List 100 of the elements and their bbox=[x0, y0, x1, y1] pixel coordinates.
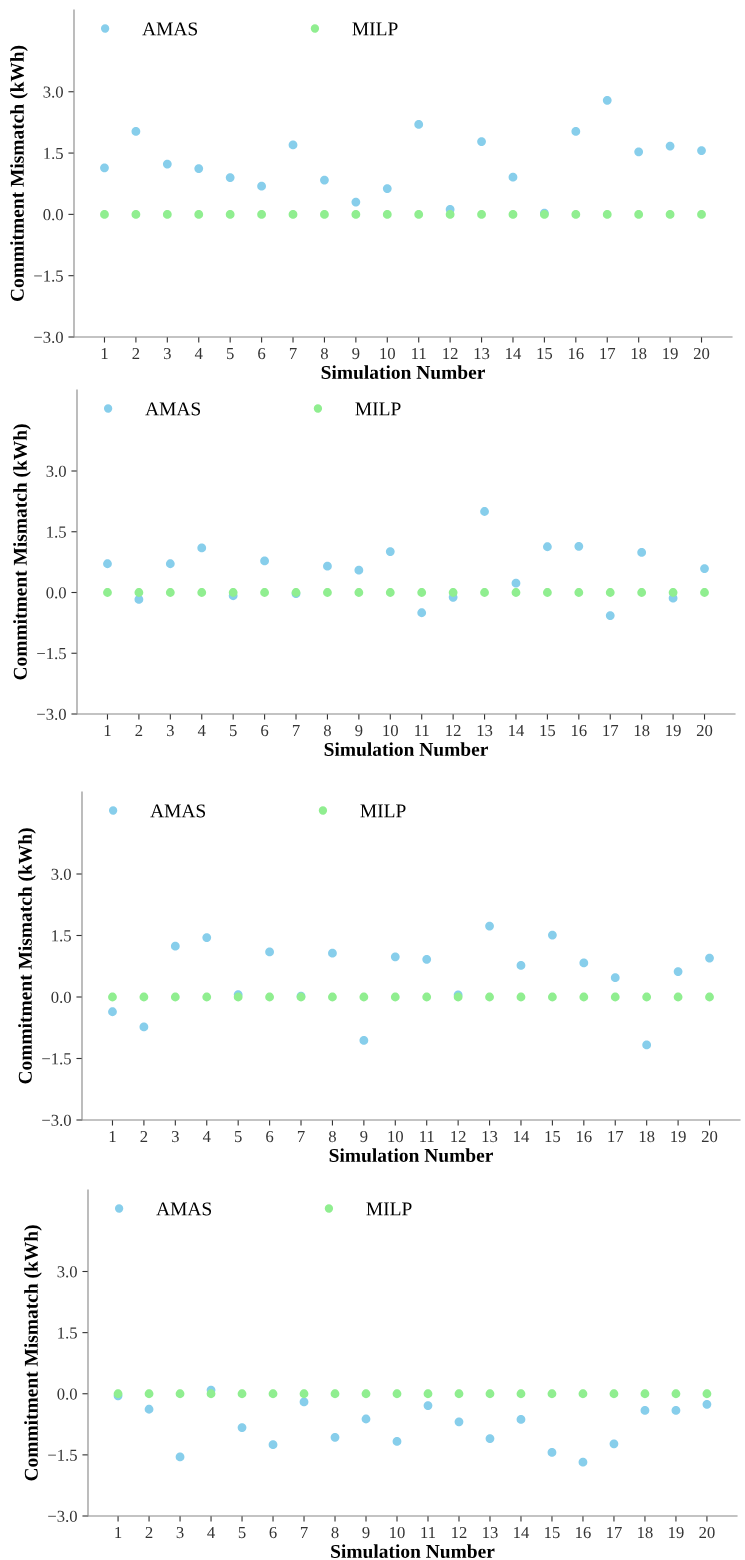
x-tick-label: 16 bbox=[576, 1130, 592, 1143]
x-tick-label: 11 bbox=[420, 1130, 434, 1142]
x-tick-label: 19 bbox=[671, 1130, 686, 1143]
x-tick-label: 14 bbox=[506, 347, 522, 359]
x-tick-label: 19 bbox=[663, 347, 678, 360]
x-tick-label: 14 bbox=[509, 724, 525, 736]
x-tick-label: 1 bbox=[115, 1526, 122, 1538]
y-tick-label: 1.5 bbox=[47, 526, 66, 538]
x-tick-label: 18 bbox=[638, 1526, 653, 1539]
y-tick-label: −3.0 bbox=[42, 1114, 71, 1127]
x-tick-label: 15 bbox=[545, 1130, 561, 1143]
x-tick-label: 6 bbox=[266, 1130, 274, 1143]
x-tick-label: 13 bbox=[474, 347, 490, 360]
legend-label: MILP bbox=[360, 804, 406, 818]
x-tick-label: 5 bbox=[229, 725, 237, 737]
x-tick-label: 20 bbox=[696, 724, 713, 737]
legend-label: MILP bbox=[366, 1202, 412, 1216]
y-axis-title: Commitment Mismatch (kWh) bbox=[18, 828, 36, 1084]
x-tick-label: 11 bbox=[421, 1526, 436, 1538]
x-tick-label: 13 bbox=[482, 1130, 498, 1143]
x-tick-label: 5 bbox=[234, 1131, 242, 1143]
x-tick-label: 17 bbox=[607, 1526, 622, 1538]
x-tick-label: 8 bbox=[323, 724, 331, 737]
x-tick-label: 7 bbox=[297, 1131, 305, 1142]
y-tick-label: 0.0 bbox=[43, 209, 63, 221]
x-tick-label: 1 bbox=[109, 1130, 116, 1142]
x-tick-label: 8 bbox=[328, 1130, 336, 1143]
y-tick-label: −1.5 bbox=[42, 1053, 71, 1065]
x-tick-label: 2 bbox=[140, 1130, 148, 1142]
legend-label: AMAS bbox=[142, 22, 198, 36]
x-tick-label: 20 bbox=[701, 1130, 718, 1143]
x-tick-label: 2 bbox=[132, 347, 140, 359]
y-tick-label: −3.0 bbox=[34, 331, 63, 344]
y-tick-label: 3.0 bbox=[51, 868, 71, 881]
legend-label: MILP bbox=[352, 22, 398, 36]
x-tick-label: 10 bbox=[380, 347, 395, 360]
y-tick-label: −1.5 bbox=[34, 270, 63, 282]
x-tick-label: 6 bbox=[269, 1526, 277, 1539]
x-tick-label: 7 bbox=[300, 1527, 308, 1538]
x-tick-label: 17 bbox=[608, 1130, 624, 1142]
x-tick-label: 14 bbox=[514, 1526, 530, 1538]
y-axis-title: Commitment Mismatch (kWh) bbox=[24, 1225, 42, 1481]
y-tick-label: 1.5 bbox=[58, 1327, 77, 1339]
x-tick-label: 10 bbox=[383, 724, 398, 737]
x-tick-label: 9 bbox=[352, 347, 360, 360]
x-tick-label: 18 bbox=[631, 347, 647, 360]
x-tick-label: 14 bbox=[514, 1130, 530, 1142]
x-axis-title: Simulation Number bbox=[331, 1544, 495, 1559]
x-tick-label: 18 bbox=[634, 724, 650, 737]
x-tick-label: 2 bbox=[135, 724, 143, 736]
y-axis-title: Commitment Mismatch (kWh) bbox=[13, 424, 31, 680]
x-tick-label: 3 bbox=[171, 1130, 179, 1143]
x-tick-label: 13 bbox=[483, 1526, 498, 1539]
y-tick-label: 0.0 bbox=[51, 991, 71, 1004]
y-tick-label: 1.5 bbox=[44, 147, 63, 160]
x-tick-label: 5 bbox=[226, 348, 234, 360]
y-tick-label: −3.0 bbox=[37, 708, 66, 721]
x-tick-label: 20 bbox=[693, 347, 710, 360]
x-tick-label: 17 bbox=[603, 724, 619, 736]
x-tick-label: 1 bbox=[101, 347, 108, 359]
x-axis-title: Simulation Number bbox=[321, 365, 485, 380]
y-tick-label: 1.5 bbox=[52, 930, 71, 942]
x-tick-label: 12 bbox=[443, 347, 458, 359]
y-tick-label: −1.5 bbox=[37, 648, 66, 660]
x-tick-label: 9 bbox=[355, 724, 363, 737]
x-tick-label: 9 bbox=[362, 1526, 370, 1539]
legend-label: AMAS bbox=[145, 402, 201, 416]
x-tick-label: 4 bbox=[202, 1131, 211, 1142]
legend-label: AMAS bbox=[150, 804, 206, 818]
y-tick-label: 0.0 bbox=[57, 1388, 77, 1400]
y-tick-label: 3.0 bbox=[46, 465, 66, 478]
x-tick-label: 19 bbox=[666, 724, 681, 737]
x-tick-label: 11 bbox=[412, 347, 426, 359]
x-axis-title: Simulation Number bbox=[324, 742, 488, 757]
y-axis-title: Commitment Mismatch (kWh) bbox=[10, 45, 28, 302]
x-tick-label: 11 bbox=[415, 724, 429, 736]
x-tick-label: 15 bbox=[545, 1526, 560, 1539]
x-tick-label: 16 bbox=[571, 724, 587, 737]
x-axis-title: Simulation Number bbox=[329, 1148, 493, 1163]
x-tick-label: 3 bbox=[166, 724, 174, 737]
x-tick-label: 8 bbox=[331, 1526, 339, 1539]
y-tick-label: 3.0 bbox=[43, 86, 63, 98]
x-tick-label: 15 bbox=[537, 347, 553, 360]
x-tick-label: 15 bbox=[540, 724, 556, 737]
x-tick-label: 6 bbox=[258, 347, 266, 360]
y-tick-label: 0.0 bbox=[46, 587, 66, 599]
x-tick-label: 3 bbox=[163, 347, 171, 360]
x-tick-label: 5 bbox=[238, 1527, 246, 1539]
x-tick-label: 19 bbox=[669, 1526, 684, 1539]
x-tick-label: 6 bbox=[261, 724, 269, 737]
x-tick-label: 10 bbox=[388, 1130, 403, 1143]
x-tick-label: 4 bbox=[197, 725, 206, 736]
x-tick-label: 16 bbox=[568, 347, 584, 360]
x-tick-label: 2 bbox=[145, 1526, 153, 1538]
x-tick-label: 12 bbox=[451, 1130, 466, 1142]
x-tick-label: 20 bbox=[699, 1526, 715, 1539]
x-tick-label: 12 bbox=[452, 1526, 467, 1538]
x-tick-label: 7 bbox=[289, 348, 297, 359]
y-tick-label: 3.0 bbox=[57, 1266, 77, 1278]
x-tick-label: 17 bbox=[600, 347, 616, 359]
